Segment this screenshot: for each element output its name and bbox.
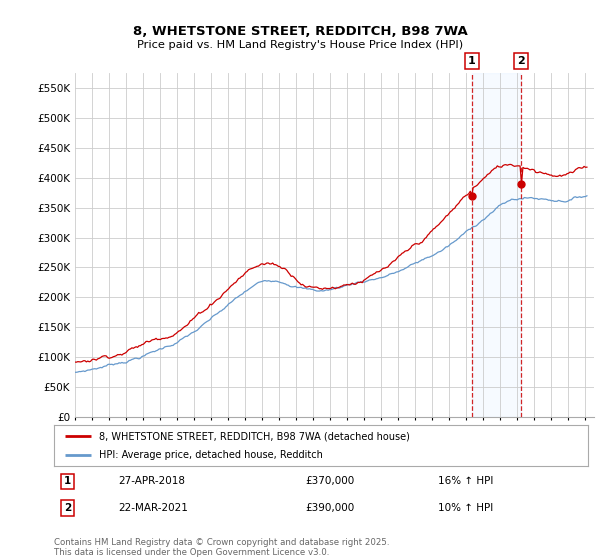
Text: 8, WHETSTONE STREET, REDDITCH, B98 7WA: 8, WHETSTONE STREET, REDDITCH, B98 7WA: [133, 25, 467, 38]
Text: 22-MAR-2021: 22-MAR-2021: [118, 503, 188, 513]
Text: 8, WHETSTONE STREET, REDDITCH, B98 7WA (detached house): 8, WHETSTONE STREET, REDDITCH, B98 7WA (…: [100, 431, 410, 441]
Text: £370,000: £370,000: [305, 477, 354, 487]
Text: 1: 1: [64, 477, 71, 487]
Text: 10% ↑ HPI: 10% ↑ HPI: [439, 503, 494, 513]
Bar: [472, 73, 521, 417]
Text: 27-APR-2018: 27-APR-2018: [118, 477, 185, 487]
Text: £390,000: £390,000: [305, 503, 354, 513]
Text: 2: 2: [64, 503, 71, 513]
Text: HPI: Average price, detached house, Redditch: HPI: Average price, detached house, Redd…: [100, 450, 323, 460]
Text: 16% ↑ HPI: 16% ↑ HPI: [439, 477, 494, 487]
Text: Contains HM Land Registry data © Crown copyright and database right 2025.
This d: Contains HM Land Registry data © Crown c…: [54, 538, 389, 557]
Text: 2: 2: [517, 56, 525, 66]
Text: Price paid vs. HM Land Registry's House Price Index (HPI): Price paid vs. HM Land Registry's House …: [137, 40, 463, 50]
Text: 1: 1: [468, 56, 476, 66]
